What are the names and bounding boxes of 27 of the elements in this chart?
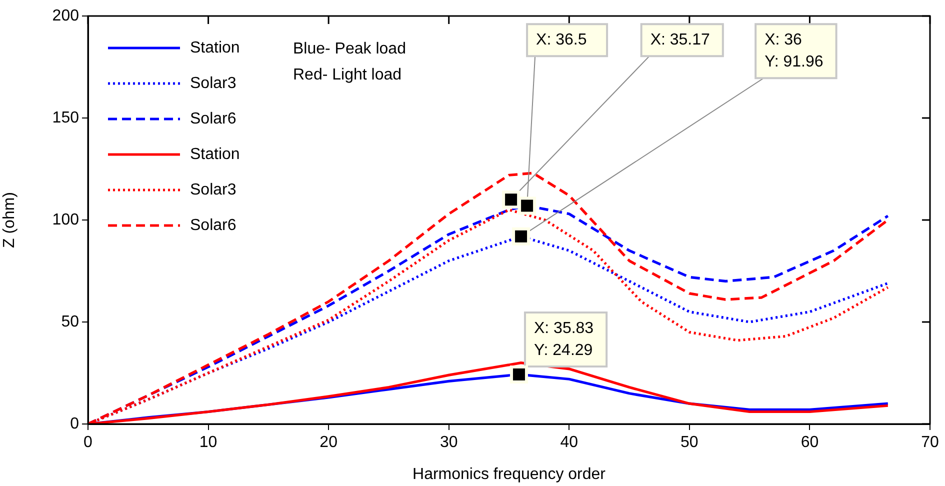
legend-label: Solar6 [190,110,236,128]
x-axis-title: Harmonics frequency order [412,466,606,483]
legend-label: Station [190,146,240,163]
y-tick-label: 100 [52,211,80,228]
legend-label: Solar3 [190,74,236,92]
annotation: Red- Light load [293,66,402,84]
x-tick-label: 70 [921,434,939,452]
annotation: Blue- Peak load [293,40,406,58]
y-tick-label: 50 [61,313,80,330]
x-tick-label: 20 [320,434,338,452]
x-tick-label: 30 [440,434,458,452]
annotation: X: 35.83 Y: 24.29 [534,320,594,359]
y-tick-label: 200 [52,7,80,24]
y-axis-title: Z (ohm) [1,192,18,248]
annotation: X: 36 Y: 91.96 [764,32,824,71]
x-tick-label: 50 [680,434,698,452]
annotation: X: 36.5 [536,32,587,49]
y-tick-label: 150 [52,109,80,126]
legend-label: Station [190,39,240,56]
x-tick-label: 0 [84,434,93,452]
legend-label: Solar3 [190,181,236,198]
legend-label: Solar6 [190,216,236,234]
annotation: X: 35.17 [650,32,710,49]
x-tick-label: 40 [560,434,578,452]
x-tick-label: 60 [800,434,819,452]
x-tick-label: 10 [199,434,218,452]
y-tick-label: 0 [70,415,80,432]
